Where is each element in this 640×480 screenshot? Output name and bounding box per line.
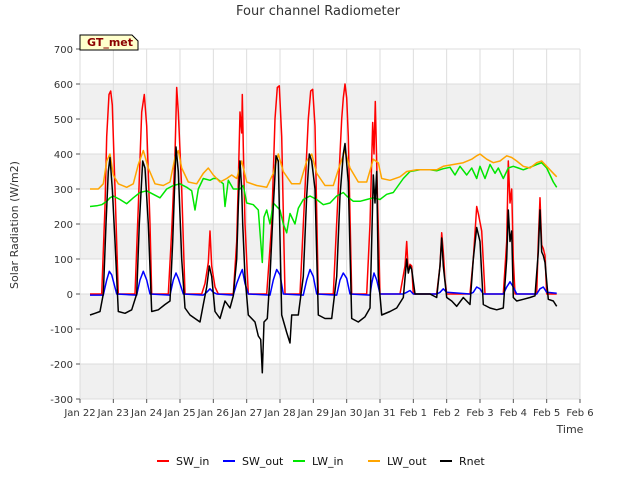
series-line-sw-out [90,268,557,296]
legend-item-sw-out: SW_out [223,455,284,468]
legend-label: LW_out [387,455,427,468]
y-tick-label: 600 [54,80,73,91]
x-tick-label: Feb 2 [433,408,460,419]
x-tick-label: Jan 31 [363,408,395,419]
x-tick-label: Feb 3 [466,408,493,419]
legend-label: SW_out [242,455,284,468]
series-sw-out [90,268,557,296]
y-tick-label: 300 [54,185,73,196]
series-line-lw-in [89,161,558,264]
y-tick-label: 400 [54,150,73,161]
y-tick-label: 500 [54,115,73,126]
series-rnet [89,142,558,374]
badge-box [79,34,139,51]
x-tick-label: Jan 22 [63,408,95,419]
x-tick-label: Feb 5 [533,408,560,419]
x-axis-title: Time [556,423,584,436]
legend-label: SW_in [176,455,209,468]
chart-title: Four channel Radiometer [236,4,401,19]
legend-label: LW_in [312,455,344,468]
plot-band [80,294,580,329]
y-tick-label: 0 [67,290,73,301]
series-sw-in [90,83,557,295]
y-tick-label: -200 [50,360,73,371]
x-axis-ticks: Jan 22 Jan 23 Jan 24 Jan 25 Jan 26 Jan 27 Jan … [63,399,594,419]
x-tick-label: Feb 6 [566,408,593,419]
x-tick-label: Jan 23 [97,408,129,419]
plot-band [80,84,580,119]
gt-met-badge: GT_met [79,34,139,51]
y-tick-label: 100 [54,255,73,266]
series-line-sw-in [90,83,557,295]
x-tick-label: Jan 30 [330,408,362,419]
legend-item-lw-in: LW_in [293,455,344,468]
y-axis-title: Solar Radiation (W/m2) [8,161,21,289]
x-tick-label: Jan 25 [163,408,195,419]
x-tick-label: Jan 27 [230,408,262,419]
legend-item-sw-in: SW_in [157,455,209,468]
y-tick-label: -300 [50,395,73,406]
x-tick-label: Jan 26 [197,408,229,419]
y-axis-ticks: -300 -200 -100 0 100 200 300 400 500 600 700 [50,45,80,406]
y-tick-label: 700 [54,45,73,56]
plot-band [80,224,580,259]
x-tick-label: Jan 24 [130,408,162,419]
badge-label: GT_met [87,36,133,49]
series-line-rnet [89,142,558,374]
legend-item-lw-out: LW_out [368,455,427,468]
legend-item-rnet: Rnet [440,455,485,468]
x-tick-label: Jan 28 [263,408,295,419]
series-layer [89,83,558,374]
legend-label: Rnet [459,455,485,468]
x-tick-label: Feb 4 [500,408,527,419]
series-lw-in [89,161,558,264]
x-tick-label: Jan 29 [297,408,329,419]
x-tick-label: Feb 1 [400,408,427,419]
legend: SW_in SW_out LW_in LW_out Rnet [157,455,485,468]
y-tick-label: -100 [50,325,73,336]
plot-band [80,364,580,399]
y-tick-label: 200 [54,220,73,231]
